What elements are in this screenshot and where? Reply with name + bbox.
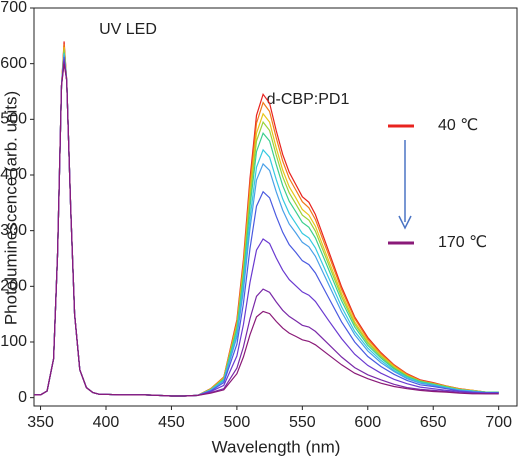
series-line — [34, 61, 499, 397]
y-tick-label: 500 — [0, 111, 27, 128]
annotation: d-CBP:PD1 — [267, 91, 350, 108]
arrow-head — [398, 215, 412, 230]
plot-frame — [33, 7, 518, 407]
y-tick-label: 200 — [0, 278, 27, 295]
y-tick-label: 700 — [0, 0, 27, 16]
x-tick-label: 500 — [224, 414, 251, 431]
x-axis-label: Wavelength (nm) — [212, 437, 341, 456]
x-tick-label: 550 — [289, 414, 316, 431]
y-axis-label: Photoluminescence (arb. units) — [1, 91, 20, 325]
series-line — [34, 59, 499, 397]
x-tick-label: 600 — [354, 414, 381, 431]
legend-label: 170 ℃ — [438, 234, 487, 251]
x-tick-label: 450 — [158, 414, 185, 431]
legend-label: 40 ℃ — [438, 117, 478, 134]
y-tick-label: 300 — [0, 222, 27, 239]
x-tick-label: 350 — [27, 414, 54, 431]
y-tick-label: 600 — [0, 55, 27, 72]
y-tick-label: 400 — [0, 166, 27, 183]
series-line — [34, 63, 499, 397]
y-tick-label: 100 — [0, 333, 27, 350]
y-tick-label: 0 — [18, 389, 27, 406]
annotation: UV LED — [99, 21, 157, 38]
x-tick-label: 700 — [485, 414, 512, 431]
x-tick-label: 400 — [93, 414, 120, 431]
x-tick-label: 650 — [420, 414, 447, 431]
